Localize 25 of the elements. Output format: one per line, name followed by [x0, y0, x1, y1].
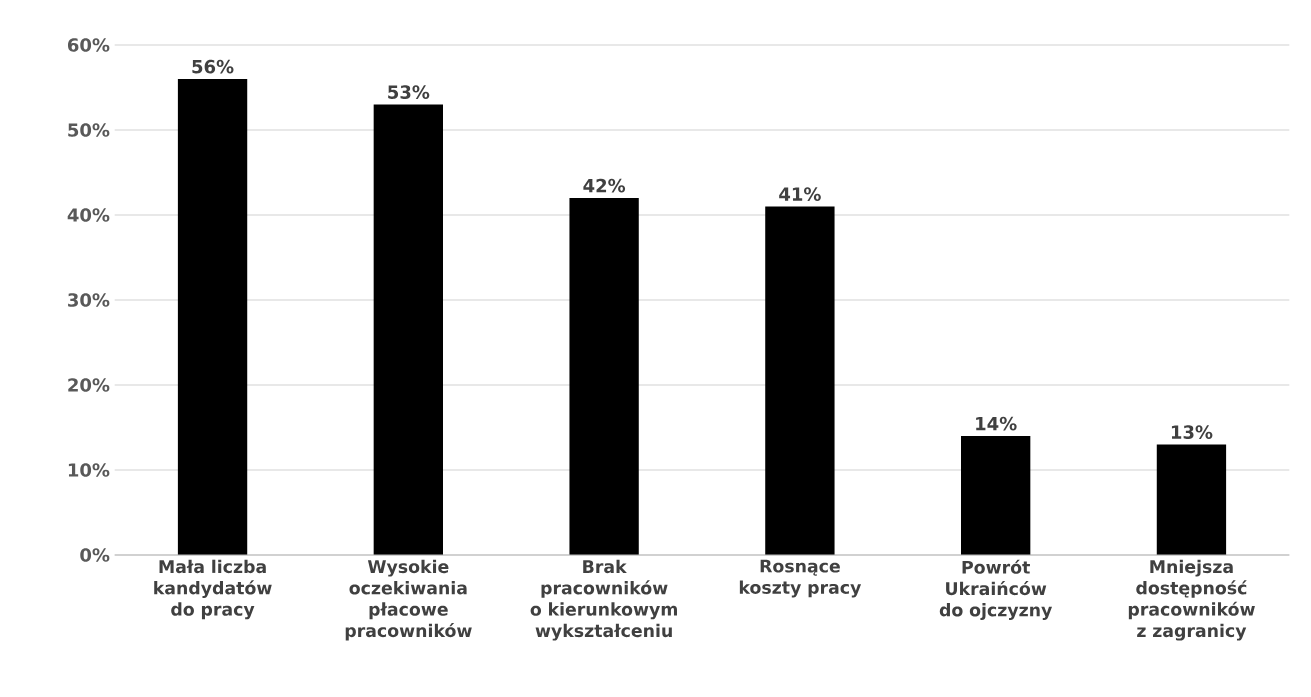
x-tick-label: Wysokie oczekiwania płacowe pracowników	[345, 559, 472, 641]
bar	[569, 198, 639, 555]
data-label: 13%	[1171, 425, 1213, 439]
y-tick-label: 10%	[68, 463, 110, 477]
bar	[765, 206, 835, 555]
bar	[1156, 444, 1227, 555]
y-tick-label: 0%	[80, 548, 110, 562]
y-tick-label: 40%	[67, 208, 110, 222]
y-tick-label: 60%	[67, 38, 110, 52]
data-label: 41%	[779, 187, 821, 201]
data-label: 56%	[192, 59, 234, 74]
y-tick-label: 30%	[68, 293, 110, 307]
data-label: 14%	[976, 416, 1017, 431]
x-tick-label: Brak pracowników o kierunkowym wykształceniu	[530, 559, 677, 641]
y-tick-label: 20%	[68, 378, 110, 392]
x-tick-label: Rosnące koszty pracy	[739, 559, 862, 598]
bar	[177, 79, 248, 555]
data-label: 42%	[583, 178, 626, 193]
y-tick-label: 50%	[68, 123, 110, 137]
x-tick-label: Mniejsza dostępność pracowników z zagranicy	[1128, 559, 1255, 641]
bar	[961, 436, 1031, 555]
x-tick-label: Powrót Ukraińców do ojczyzny	[939, 559, 1053, 620]
bar	[373, 104, 443, 555]
x-tick-label: Mała liczba kandydatów do pracy	[154, 559, 272, 620]
data-label: 53%	[388, 85, 430, 99]
